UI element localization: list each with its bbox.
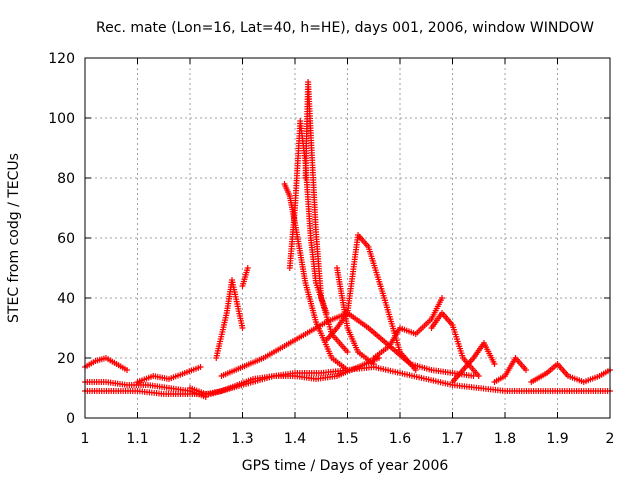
plus-marker (344, 349, 351, 355)
y-tick-label: 80 (57, 171, 75, 187)
grid-lines (85, 58, 610, 418)
series-15 (491, 355, 529, 385)
series-16 (528, 361, 613, 385)
plus-marker (376, 355, 382, 361)
y-tick-label: 0 (66, 411, 75, 427)
plus-marker (470, 373, 477, 379)
plus-marker (344, 367, 351, 373)
y-tick-label: 120 (48, 51, 75, 67)
series-14 (449, 340, 498, 385)
x-tick-label: 1.9 (546, 431, 568, 447)
x-tick-label: 1.1 (126, 431, 148, 447)
x-tick-label: 1.4 (284, 431, 306, 447)
x-axis-label: GPS time / Days of year 2006 (242, 458, 449, 474)
series-12 (370, 295, 445, 361)
series-5 (239, 265, 251, 289)
plus-marker (124, 367, 130, 373)
series-9 (302, 79, 351, 355)
x-tick-label: 1.2 (179, 431, 201, 447)
data-marks (82, 79, 613, 400)
x-tick-label: 1.7 (441, 431, 463, 447)
plus-marker (475, 373, 482, 379)
plus-marker (370, 361, 377, 367)
y-axis-label: STEC from codg / TECUs (6, 153, 22, 323)
x-tick-label: 1.3 (231, 431, 253, 447)
series-17 (134, 364, 204, 385)
plus-marker (197, 364, 204, 370)
series-4 (213, 277, 246, 361)
x-tick-label: 2 (606, 431, 615, 447)
y-tick-label: 60 (57, 231, 75, 247)
y-tick-label: 100 (48, 111, 75, 127)
x-tick-label: 1.5 (336, 431, 358, 447)
x-tick-label: 1 (81, 431, 90, 447)
plus-marker (412, 367, 419, 373)
series-10 (323, 232, 419, 373)
y-axis-ticks: 0 20 40 60 80 100 120 (48, 51, 610, 427)
x-tick-label: 1.6 (389, 431, 411, 447)
series-11 (334, 265, 377, 367)
y-tick-label: 20 (57, 351, 75, 367)
x-tick-label: 1.8 (494, 431, 516, 447)
plus-marker (491, 361, 498, 367)
plus-marker (439, 295, 445, 301)
plus-marker (239, 325, 246, 331)
x-axis-ticks: 1 1.1 1.2 1.3 1.4 1.5 1.6 1.7 1.8 1.9 2 (81, 58, 615, 447)
chart-title: Rec. mate (Lon=16, Lat=40, h=HE), days 0… (96, 20, 594, 36)
y-tick-label: 40 (57, 291, 75, 307)
plus-marker (523, 367, 529, 373)
plus-marker (244, 265, 251, 271)
